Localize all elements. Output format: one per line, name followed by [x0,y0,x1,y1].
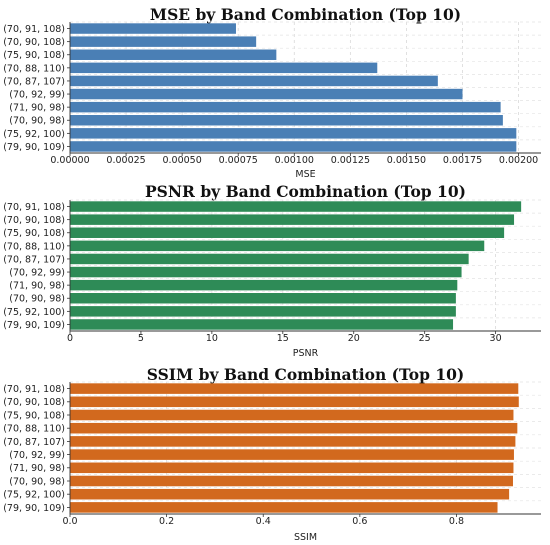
mse-x-tick-label: 0.00000 [50,155,89,166]
ssim-category-label: (71, 90, 98) [9,463,65,474]
psnr-bar [70,306,456,317]
mse-bar [70,88,463,100]
ssim-bar [70,488,510,500]
psnr-x-tick-label: 0 [67,333,73,344]
ssim-x-tick-label: 0.6 [352,516,367,527]
psnr-bar [70,293,456,304]
mse-x-axis-label: MSE [295,169,315,180]
mse-category-label: (75, 90, 108) [3,50,65,61]
ssim-category-label: (70, 87, 107) [3,437,65,448]
psnr-bar [70,214,515,225]
psnr-x-tick-label: 10 [206,333,218,344]
ssim-chart-title: SSIM by Band Combination (Top 10) [147,365,464,384]
mse-category-label: (70, 88, 110) [3,63,65,74]
mse-bar [70,36,257,47]
psnr-x-axis-label: PSNR [293,348,319,359]
mse-category-label: (70, 87, 107) [3,76,65,87]
mse-bar [70,23,236,34]
psnr-category-label: (70, 92, 99) [9,267,65,278]
ssim-category-label: (79, 90, 109) [3,503,65,514]
psnr-bar [70,201,522,212]
ssim-category-label: (70, 90, 108) [3,397,65,408]
mse-x-tick-label: 0.00125 [331,155,370,166]
ssim-category-label: (70, 92, 99) [9,450,65,461]
ssim-x-tick-label: 0.2 [159,516,174,527]
psnr-bar [70,253,469,265]
psnr-bar [70,319,454,330]
mse-category-label: (71, 90, 98) [9,103,65,114]
psnr-x-tick-label: 20 [348,333,360,344]
ssim-bar [70,396,519,408]
psnr-x-tick-label: 30 [490,333,502,344]
psnr-category-label: (75, 92, 100) [3,307,65,318]
psnr-x-tick-label: 25 [419,333,431,344]
mse-bar [70,128,517,139]
mse-x-tick-label: 0.00175 [443,155,482,166]
psnr-category-label: (70, 87, 107) [3,254,65,265]
mse-bar [70,62,378,74]
ssim-bar [70,422,518,434]
ssim-x-tick-label: 0.0 [62,516,77,527]
mse-x-tick-label: 0.00200 [499,155,538,166]
psnr-bar [70,227,505,238]
psnr-chart-title: PSNR by Band Combination (Top 10) [145,182,466,201]
mse-x-tick-label: 0.00100 [275,155,314,166]
mse-bar [70,49,277,60]
ssim-bar [70,475,513,487]
mse-category-label: (70, 90, 98) [9,116,65,127]
mse-category-label: (70, 90, 108) [3,37,65,48]
mse-x-tick-label: 0.00050 [162,155,201,166]
ssim-x-axis-label: SSIM [294,532,317,543]
psnr-category-label: (70, 90, 98) [9,294,65,305]
ssim-bar [70,436,516,447]
psnr-bar [70,279,458,291]
ssim-category-label: (75, 92, 100) [3,490,65,501]
psnr-category-label: (70, 91, 108) [3,202,65,213]
ssim-bar [70,449,514,460]
mse-bar [70,141,517,152]
mse-category-label: (70, 91, 108) [3,24,65,35]
mse-x-tick-label: 0.00150 [387,155,426,166]
psnr-category-label: (70, 90, 108) [3,215,65,226]
mse-chart-title: MSE by Band Combination (Top 10) [150,5,461,24]
mse-x-tick-label: 0.00025 [106,155,145,166]
ssim-category-label: (70, 88, 110) [3,424,65,435]
ssim-bar [70,462,514,474]
psnr-category-label: (71, 90, 98) [9,281,65,292]
ssim-category-label: (70, 90, 98) [9,476,65,487]
mse-category-label: (79, 90, 109) [3,142,65,153]
mse-bar [70,75,438,87]
mse-category-label: (70, 92, 99) [9,89,65,100]
mse-bar [70,101,501,113]
psnr-category-label: (75, 90, 108) [3,228,65,239]
mse-x-tick-label: 0.00075 [219,155,258,166]
psnr-bar [70,240,485,252]
ssim-category-label: (75, 90, 108) [3,410,65,421]
mse-category-label: (75, 92, 100) [3,129,65,140]
psnr-category-label: (79, 90, 109) [3,320,65,331]
ssim-category-label: (70, 91, 108) [3,384,65,395]
psnr-x-tick-label: 5 [138,333,144,344]
ssim-bar [70,409,514,421]
psnr-bar [70,266,462,278]
ssim-x-tick-label: 0.4 [256,516,271,527]
ssim-x-tick-label: 0.8 [449,516,464,527]
mse-bar [70,115,503,126]
psnr-category-label: (70, 88, 110) [3,241,65,252]
ssim-bar [70,502,498,513]
ssim-bar [70,383,519,394]
psnr-x-tick-label: 15 [277,333,289,344]
